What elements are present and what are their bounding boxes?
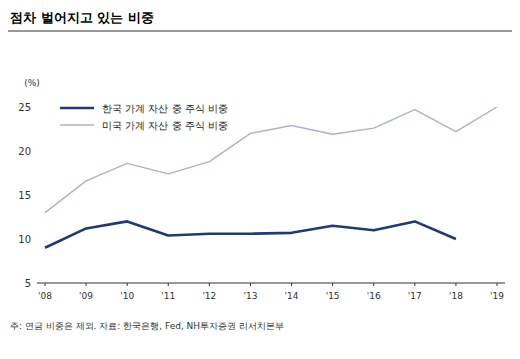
x-tick xyxy=(291,283,292,286)
title-underline xyxy=(8,31,512,32)
x-tick-label: '19 xyxy=(490,291,504,301)
y-tick-label: 15 xyxy=(18,190,31,201)
legend-label: 한국 가계 자산 중 주식 비중 xyxy=(102,103,228,114)
chart-container: 점차 벌어지고 있는 비중 (%) 5 10 15 20 25 '08 '09 '10 '11 '12… xyxy=(0,0,520,359)
x-tick-label: '16 xyxy=(367,291,381,301)
y-tick-label: 20 xyxy=(18,146,31,157)
x-tick-label: '17 xyxy=(408,291,422,301)
x-tick-label: '09 xyxy=(79,291,93,301)
x-tick-label: '13 xyxy=(243,291,257,301)
y-axis-label: (%) xyxy=(24,78,40,88)
x-tick-label: '11 xyxy=(161,291,175,301)
legend-swatch xyxy=(60,124,94,125)
x-tick xyxy=(86,283,87,286)
x-tick-label: '15 xyxy=(326,291,340,301)
legend-label: 미국 가계 자산 중 주식 비중 xyxy=(102,120,228,131)
x-tick xyxy=(168,283,169,286)
x-tick xyxy=(455,283,456,286)
x-tick xyxy=(127,283,128,286)
x-tick xyxy=(414,283,415,286)
x-axis-line xyxy=(37,283,505,284)
chart-title: 점차 벌어지고 있는 비중 xyxy=(10,10,154,25)
x-tick xyxy=(45,283,46,286)
x-tick xyxy=(332,283,333,286)
plot-area xyxy=(45,107,497,248)
y-tick-label: 25 xyxy=(18,102,31,113)
x-tick xyxy=(250,283,251,286)
x-tick xyxy=(497,283,498,286)
x-tick-label: '08 xyxy=(38,291,52,301)
footnote: 주: 연금 비중은 제외. 자료: 한국은행, Fed, NH투자증권 리서치본… xyxy=(10,321,284,331)
chart-svg: 점차 벌어지고 있는 비중 (%) 5 10 15 20 25 '08 '09 '10 '11 '12… xyxy=(0,0,520,359)
series-line xyxy=(45,221,456,247)
y-tick-label: 10 xyxy=(18,234,31,245)
x-tick xyxy=(373,283,374,286)
x-tick-label: '14 xyxy=(285,291,299,301)
x-tick xyxy=(209,283,210,286)
x-tick-label: '12 xyxy=(202,291,216,301)
x-tick-label: '18 xyxy=(449,291,463,301)
y-tick-label: 5 xyxy=(25,278,31,289)
legend-swatch xyxy=(60,107,94,110)
x-tick-label: '10 xyxy=(120,291,134,301)
series-line xyxy=(45,107,497,213)
